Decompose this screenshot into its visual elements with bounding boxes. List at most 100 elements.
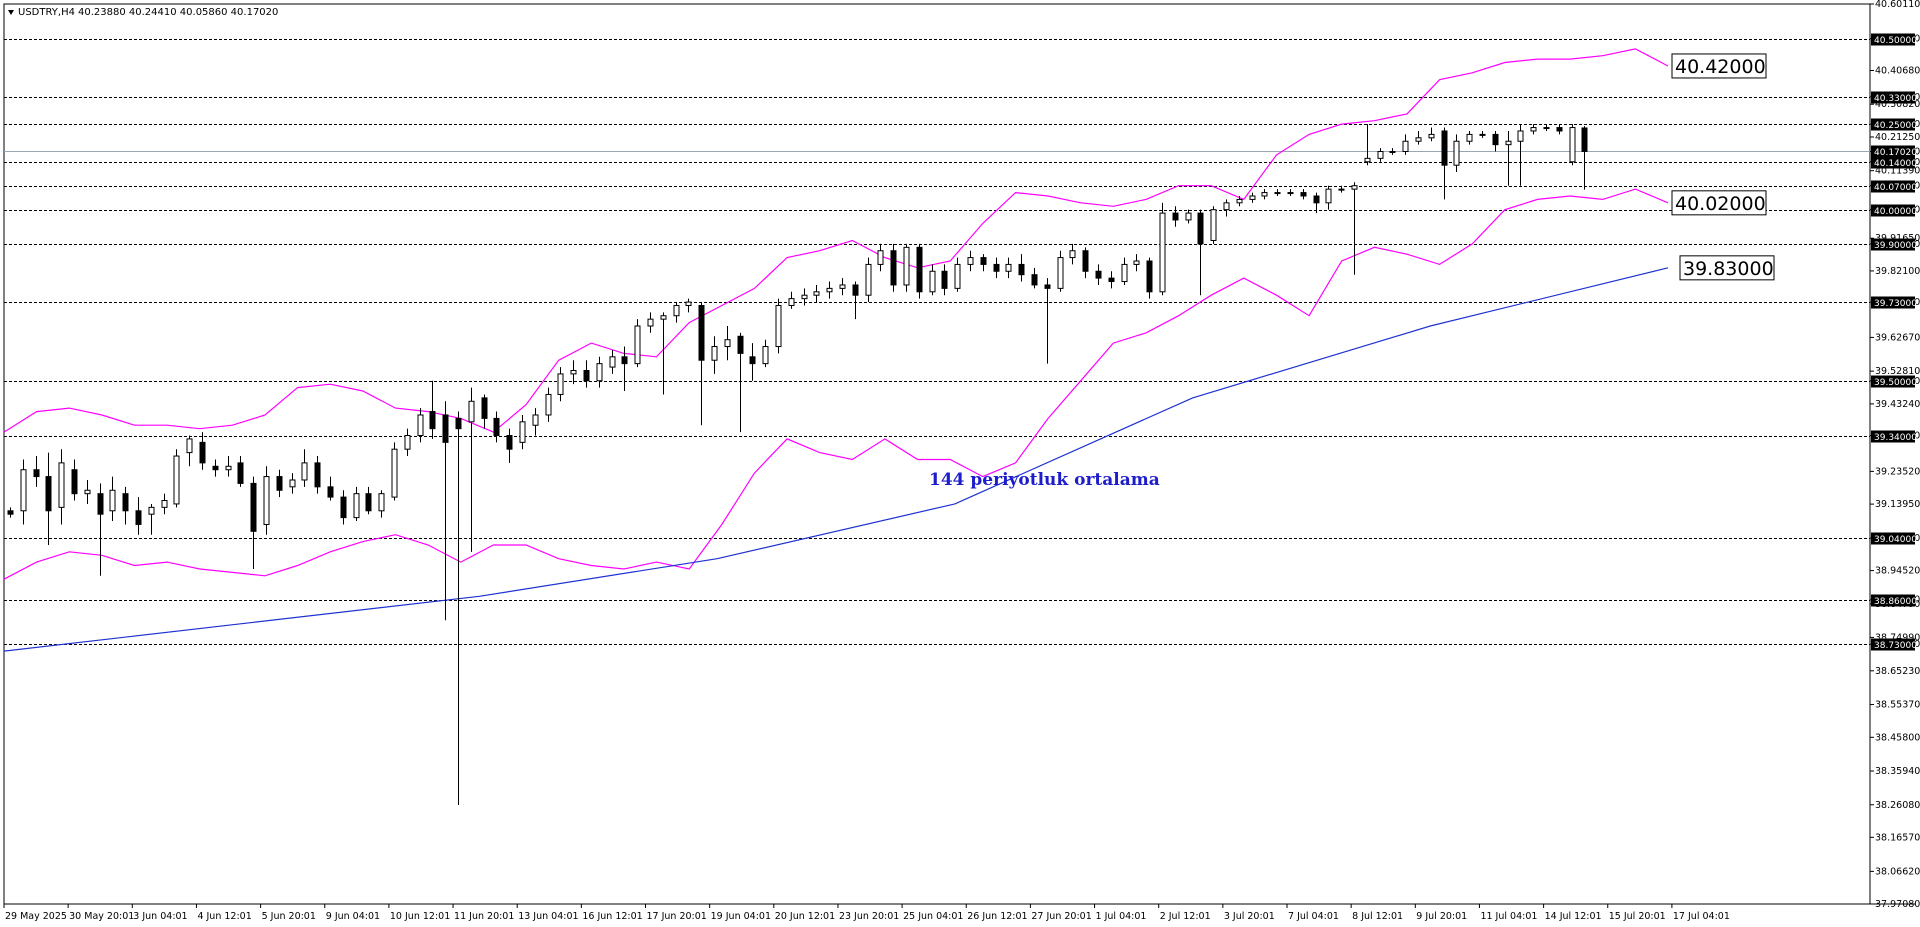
candle-body — [1492, 133, 1499, 146]
candle-body — [890, 250, 897, 286]
candle-body — [519, 421, 526, 443]
callout-box — [1671, 190, 1767, 216]
candle-body — [1057, 257, 1064, 289]
candle — [1210, 206, 1217, 244]
candle-body — [865, 263, 872, 296]
candle — [481, 394, 488, 429]
candle — [250, 476, 257, 569]
candle — [97, 483, 104, 576]
candle — [813, 284, 820, 303]
level-label-box — [1871, 180, 1915, 193]
callout-label: 40.42000 — [1675, 56, 1766, 78]
candle-body — [980, 257, 987, 265]
candle — [1441, 127, 1448, 200]
candle-body — [1210, 209, 1217, 241]
candle-body — [314, 462, 321, 488]
candle — [468, 387, 475, 552]
candle-body — [724, 339, 731, 348]
candle-body — [621, 356, 628, 365]
candle — [455, 411, 462, 806]
level-label-box — [1871, 33, 1915, 46]
candle-body — [685, 301, 692, 306]
candle-body — [84, 489, 91, 495]
candle-body — [698, 304, 705, 361]
candle — [71, 459, 78, 501]
candle-body — [173, 455, 180, 505]
candle-body — [135, 510, 142, 525]
level-label: 40.25000 — [1874, 121, 1917, 131]
candle-body — [301, 462, 308, 481]
level-label-box — [1871, 156, 1915, 169]
y-tick-label: 39.43240 — [1875, 399, 1920, 410]
y-tick-label: 39.82100 — [1875, 266, 1920, 277]
candle-body — [1108, 277, 1115, 283]
candle-body — [1505, 140, 1512, 146]
candle-body — [570, 369, 577, 375]
candle — [1274, 189, 1281, 196]
candle-body — [1377, 151, 1384, 159]
candle — [749, 343, 756, 381]
candle-body — [1095, 270, 1102, 279]
candle-body — [1146, 260, 1153, 293]
callout-box — [1679, 255, 1775, 281]
candle-body — [1031, 274, 1038, 286]
candle — [903, 243, 910, 292]
candle — [199, 432, 206, 470]
candle — [263, 466, 270, 535]
candle-body — [1069, 250, 1076, 259]
candle-body — [33, 469, 40, 478]
y-tick-label: 38.35940 — [1875, 766, 1920, 777]
candle-body — [161, 500, 168, 508]
candle-body — [877, 250, 884, 265]
candle-body — [1082, 250, 1089, 272]
x-axis-ticks: 29 May 2025 30 May 20:013 Jun 04:01 4 Jun … — [3, 904, 1730, 922]
candle — [865, 257, 872, 303]
candle-body — [122, 493, 129, 512]
candle — [493, 411, 500, 443]
level-label: 40.50000 — [1874, 36, 1917, 46]
y-tick-label: 39.13950 — [1875, 499, 1920, 510]
candle — [1325, 185, 1332, 210]
candle — [429, 380, 436, 439]
x-tick-label: 23 Jun 20:01 — [839, 911, 899, 922]
band-line — [3, 48, 1669, 433]
candle — [698, 302, 705, 426]
candle-body — [749, 356, 756, 365]
x-tick-label: 29 May 2025 — [5, 911, 67, 922]
candle-body — [1313, 195, 1320, 204]
candle — [673, 302, 680, 323]
candle-body — [7, 510, 14, 515]
x-tick-label: 5 Jun 20:01 — [262, 911, 316, 922]
y-tick-label: 38.16570 — [1875, 832, 1920, 843]
candle-body — [276, 476, 283, 491]
x-tick-label: 17 Jul 04:01 — [1673, 911, 1730, 922]
candle — [1031, 267, 1038, 289]
candle-body — [250, 482, 257, 532]
indicator-lines — [3, 48, 1669, 652]
symbol-menu-triangle-icon[interactable] — [8, 10, 14, 15]
candle — [391, 442, 398, 501]
level-label: 40.33000 — [1874, 94, 1917, 104]
price-callouts: 40.42000 40.02000 39.83000 — [1671, 53, 1775, 281]
candle — [532, 408, 539, 436]
candle-body — [1556, 127, 1563, 132]
candle-body — [109, 489, 116, 512]
candle-body — [1236, 198, 1243, 204]
candle-body — [71, 469, 78, 495]
candle-body — [1287, 192, 1294, 195]
candle — [1197, 209, 1204, 296]
candle-body — [481, 397, 488, 419]
candle — [967, 250, 974, 272]
current-price-label: 40.17020 — [1874, 148, 1917, 158]
candle — [801, 288, 808, 306]
candle-body — [762, 346, 769, 365]
y-tick-label: 39.62670 — [1875, 332, 1920, 343]
candle-body — [225, 465, 232, 471]
candle-body — [378, 493, 385, 512]
candle-body — [1223, 202, 1230, 211]
candle-body — [1581, 127, 1588, 152]
candle-body — [1325, 188, 1332, 204]
x-tick-label: 8 Jul 12:01 — [1352, 911, 1403, 922]
